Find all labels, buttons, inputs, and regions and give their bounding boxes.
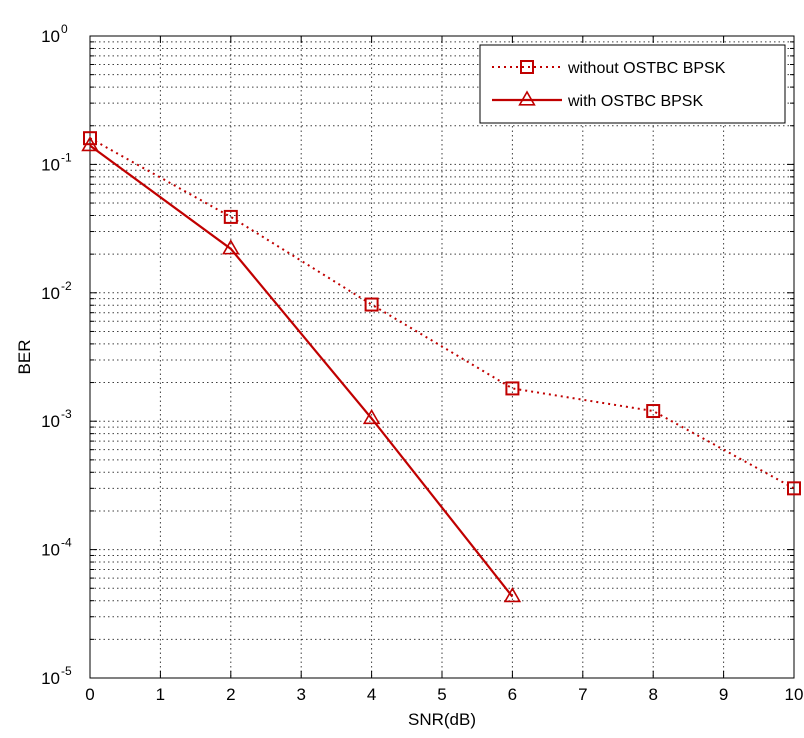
x-tick-label: 1 xyxy=(156,685,165,704)
x-tick-label: 3 xyxy=(296,685,305,704)
square-marker xyxy=(520,60,534,74)
legend-item: with OSTBC BPSK xyxy=(492,90,703,110)
x-tick-label: 10 xyxy=(785,685,804,704)
y-tick-label: 10 xyxy=(41,412,60,431)
legend-label: with OSTBC BPSK xyxy=(567,93,703,110)
square-marker xyxy=(83,131,97,146)
square-marker xyxy=(223,209,238,224)
legend-item: without OSTBC BPSK xyxy=(492,60,726,77)
y-tick-label: 10 xyxy=(41,27,60,46)
y-tick-label: 10 xyxy=(41,541,60,560)
y-tick-exponent: -2 xyxy=(61,279,72,293)
legend-label: without OSTBC BPSK xyxy=(567,60,726,77)
series-line xyxy=(89,137,795,490)
square-marker xyxy=(364,297,379,312)
x-tick-label: 8 xyxy=(648,685,657,704)
y-tick-exponent: -3 xyxy=(61,407,72,421)
y-tick-exponent: -1 xyxy=(61,150,72,164)
square-marker xyxy=(787,481,801,496)
y-axis-label: BER xyxy=(15,340,34,375)
y-tick-exponent: -4 xyxy=(61,536,72,550)
series-layer xyxy=(81,131,801,603)
series-1 xyxy=(83,131,801,496)
tick-marks xyxy=(89,35,795,679)
y-tick-label: 10 xyxy=(41,155,60,174)
x-tick-label: 7 xyxy=(578,685,587,704)
square-marker xyxy=(505,381,520,396)
x-tick-labels: 0 1 2 3 4 5 6 7 8 9 10 xyxy=(85,685,803,704)
legend-box xyxy=(479,44,786,124)
series-line xyxy=(89,144,514,598)
triangle-marker xyxy=(503,587,522,603)
x-tick-label: 2 xyxy=(226,685,235,704)
triangle-marker xyxy=(222,239,240,255)
x-tick-label: 4 xyxy=(367,685,376,704)
y-tick-label: 10 xyxy=(41,284,60,303)
grid xyxy=(90,36,794,678)
x-tick-label: 5 xyxy=(437,685,446,704)
square-marker xyxy=(646,404,661,419)
y-tick-exponent: -5 xyxy=(61,664,72,678)
x-axis-label: SNR(dB) xyxy=(408,710,476,729)
triangle-marker xyxy=(81,136,99,152)
triangle-marker xyxy=(518,90,536,106)
y-tick-exponent: 0 xyxy=(61,22,68,36)
triangle-marker xyxy=(362,408,381,425)
x-tick-label: 9 xyxy=(719,685,728,704)
x-tick-label: 6 xyxy=(508,685,517,704)
legend: without OSTBC BPSK with OSTBC BPSK xyxy=(479,44,786,124)
y-tick-label: 10 xyxy=(41,669,60,688)
x-tick-label: 0 xyxy=(85,685,94,704)
series-2 xyxy=(81,136,522,603)
